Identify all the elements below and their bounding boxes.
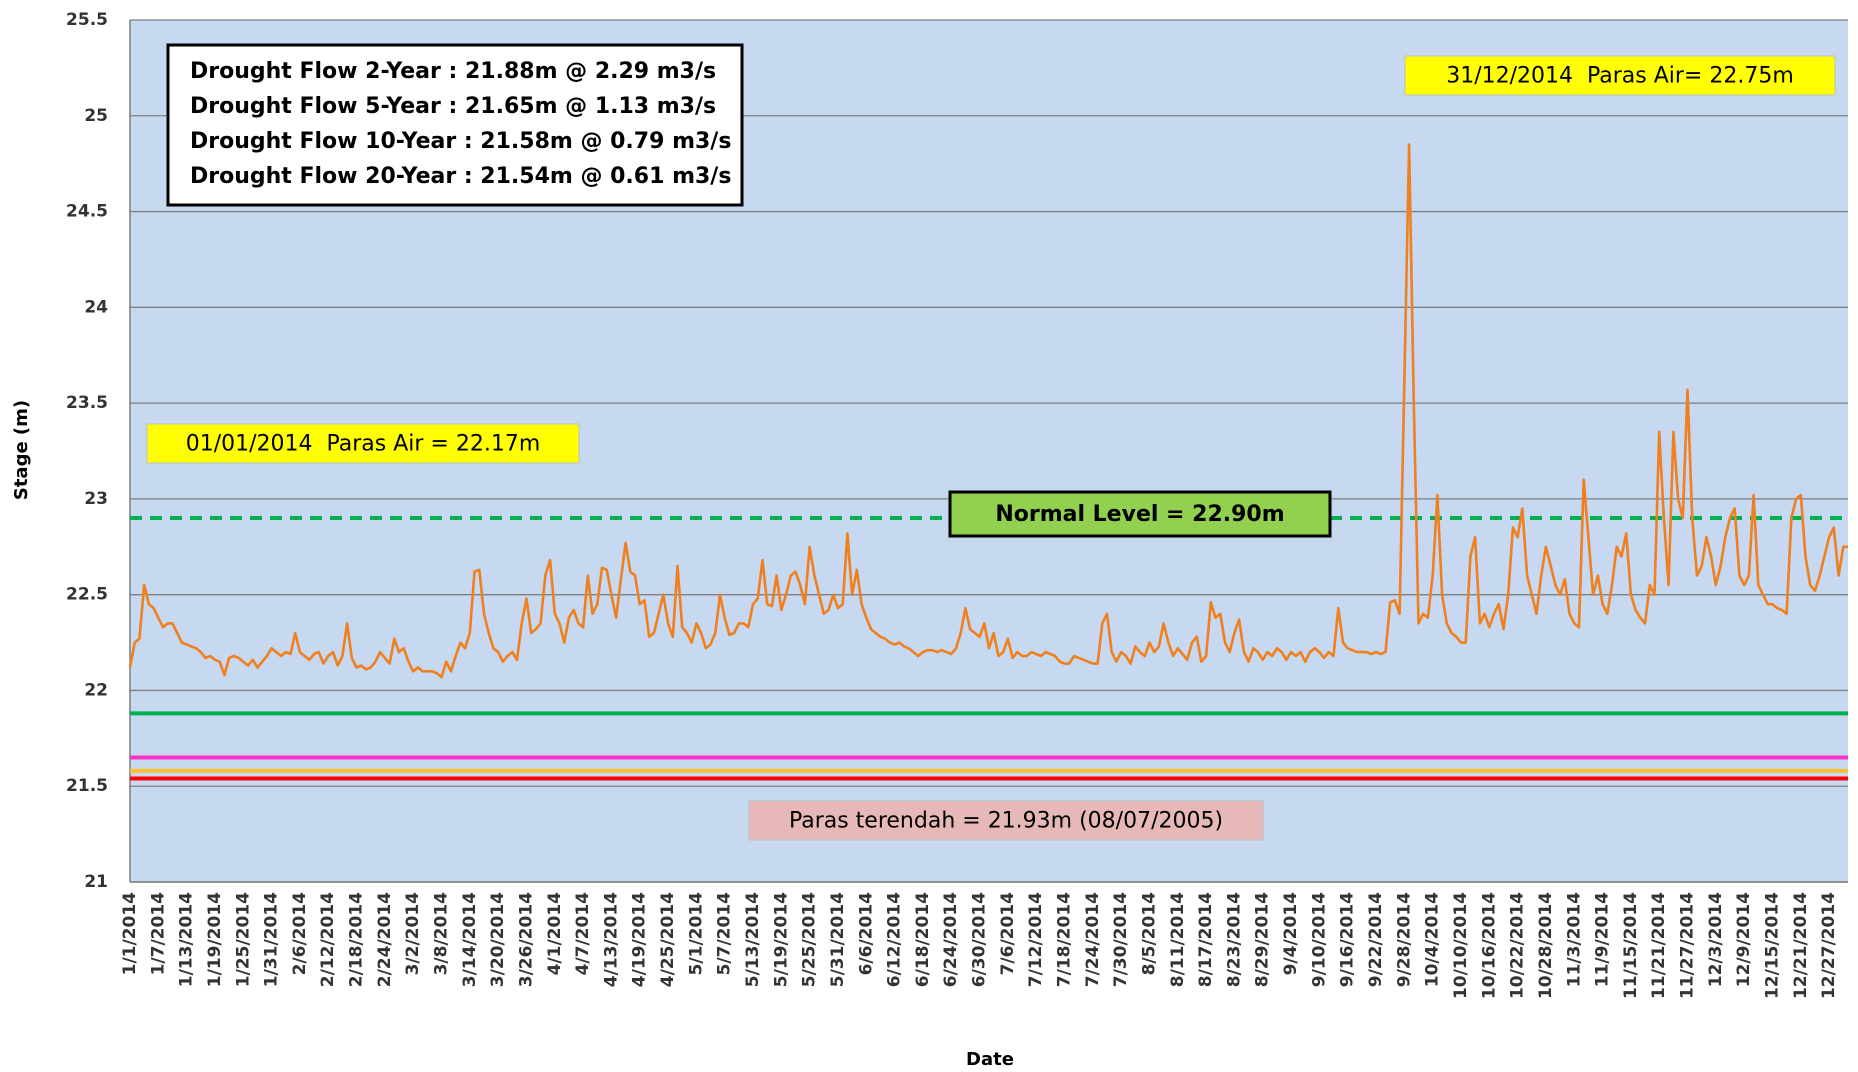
x-tick-label: 12/27/2014 xyxy=(1819,892,1839,999)
x-tick-label: 2/24/2014 xyxy=(375,892,395,987)
y-tick-label: 23 xyxy=(84,489,108,509)
legend-entry: Drought Flow 10-Year : 21.58m @ 0.79 m3/… xyxy=(190,129,731,154)
x-tick-label: 3/26/2014 xyxy=(516,892,536,987)
x-tick-label: 10/28/2014 xyxy=(1536,892,1556,999)
x-tick-label: 6/30/2014 xyxy=(970,892,990,987)
x-tick-label: 1/19/2014 xyxy=(205,892,225,987)
x-tick-label: 7/18/2014 xyxy=(1055,892,1075,987)
legend-entry: Drought Flow 2-Year : 21.88m @ 2.29 m3/s xyxy=(190,59,716,84)
x-tick-label: 12/3/2014 xyxy=(1706,892,1726,987)
x-tick-label: 4/19/2014 xyxy=(630,892,650,987)
x-tick-label: 7/24/2014 xyxy=(1083,892,1103,987)
x-tick-label: 2/12/2014 xyxy=(318,892,338,987)
x-tick-label: 2/18/2014 xyxy=(347,892,367,987)
annotation-text: Paras terendah = 21.93m (08/07/2005) xyxy=(789,809,1223,834)
x-tick-label: 12/15/2014 xyxy=(1762,892,1782,999)
x-tick-label: 1/7/2014 xyxy=(148,892,168,976)
annotation-box xyxy=(748,800,1264,841)
x-tick-label: 8/5/2014 xyxy=(1139,892,1159,976)
x-tick-label: 6/24/2014 xyxy=(941,892,961,987)
x-tick-label: 4/7/2014 xyxy=(573,892,593,976)
x-tick-label: 1/1/2014 xyxy=(120,892,140,976)
x-tick-label: 4/1/2014 xyxy=(545,892,565,976)
x-tick-label: 2/6/2014 xyxy=(290,892,310,976)
data-line xyxy=(128,143,1848,679)
x-tick-label: 5/7/2014 xyxy=(715,892,735,976)
x-tick-label: 8/11/2014 xyxy=(1168,892,1188,987)
x-tick-label: 5/13/2014 xyxy=(743,892,763,987)
x-tick-label: 1/25/2014 xyxy=(233,892,253,987)
x-tick-label: 9/28/2014 xyxy=(1394,892,1414,987)
x-tick-label: 7/12/2014 xyxy=(1026,892,1046,987)
y-tick-label: 22 xyxy=(84,680,108,700)
x-tick-label: 1/13/2014 xyxy=(177,892,197,987)
x-tick-label: 1/31/2014 xyxy=(262,892,282,987)
x-tick-label: 6/12/2014 xyxy=(885,892,905,987)
x-tick-label: 6/18/2014 xyxy=(913,892,933,987)
x-tick-label: 5/1/2014 xyxy=(686,892,706,976)
x-tick-label: 8/17/2014 xyxy=(1196,892,1216,987)
y-tick-label: 21 xyxy=(84,872,108,892)
x-tick-label: 8/29/2014 xyxy=(1253,892,1273,987)
annotation-text: 31/12/2014 Paras Air= 22.75m xyxy=(1446,64,1794,89)
x-tick-label: 6/6/2014 xyxy=(856,892,876,976)
x-tick-label: 10/22/2014 xyxy=(1508,892,1528,999)
x-tick-label: 4/13/2014 xyxy=(601,892,621,987)
x-tick-label: 5/31/2014 xyxy=(828,892,848,987)
x-tick-label: 10/4/2014 xyxy=(1423,892,1443,987)
x-tick-label: 9/22/2014 xyxy=(1366,892,1386,987)
legend-entry: Drought Flow 5-Year : 21.65m @ 1.13 m3/s xyxy=(190,94,716,119)
legend-entry: Drought Flow 20-Year : 21.54m @ 0.61 m3/… xyxy=(190,164,731,189)
x-tick-label: 10/10/2014 xyxy=(1451,892,1471,999)
annotation-box xyxy=(1404,55,1836,96)
x-axis-title: Date xyxy=(966,1049,1014,1070)
x-tick-label: 12/21/2014 xyxy=(1791,892,1811,999)
y-tick-label: 24 xyxy=(84,297,108,317)
y-tick-label: 25.5 xyxy=(66,10,108,30)
x-tick-label: 5/19/2014 xyxy=(771,892,791,987)
x-tick-label: 7/6/2014 xyxy=(998,892,1018,976)
y-tick-label: 21.5 xyxy=(66,776,108,796)
x-tick-label: 11/27/2014 xyxy=(1678,892,1698,999)
x-tick-label: 3/14/2014 xyxy=(460,892,480,987)
x-tick-label: 11/15/2014 xyxy=(1621,892,1641,999)
y-tick-label: 24.5 xyxy=(66,202,108,222)
x-tick-label: 12/9/2014 xyxy=(1734,892,1754,987)
x-tick-label: 11/3/2014 xyxy=(1564,892,1584,987)
annotation-text: 01/01/2014 Paras Air = 22.17m xyxy=(186,432,541,457)
x-tick-label: 3/2/2014 xyxy=(403,892,423,976)
annotation-box xyxy=(146,423,580,464)
y-tick-label: 22.5 xyxy=(66,585,108,605)
x-tick-label: 9/16/2014 xyxy=(1338,892,1358,987)
legend-box xyxy=(166,43,744,207)
x-tick-label: 4/25/2014 xyxy=(658,892,678,987)
y-axis-title: Stage (m) xyxy=(11,400,32,500)
annotation-text: Normal Level = 22.90m xyxy=(995,502,1284,527)
x-tick-label: 5/25/2014 xyxy=(800,892,820,987)
x-tick-label: 9/10/2014 xyxy=(1309,892,1329,987)
x-tick-label: 3/20/2014 xyxy=(488,892,508,987)
x-tick-label: 3/8/2014 xyxy=(432,892,452,976)
x-tick-label: 10/16/2014 xyxy=(1479,892,1499,999)
x-tick-label: 7/30/2014 xyxy=(1111,892,1131,987)
y-tick-label: 25 xyxy=(84,106,108,126)
x-tick-label: 9/4/2014 xyxy=(1281,892,1301,976)
x-tick-label: 11/21/2014 xyxy=(1649,892,1669,999)
annotation-box xyxy=(948,490,1332,538)
y-tick-label: 23.5 xyxy=(66,393,108,413)
x-tick-label: 8/23/2014 xyxy=(1224,892,1244,987)
x-tick-label: 11/9/2014 xyxy=(1593,892,1613,987)
